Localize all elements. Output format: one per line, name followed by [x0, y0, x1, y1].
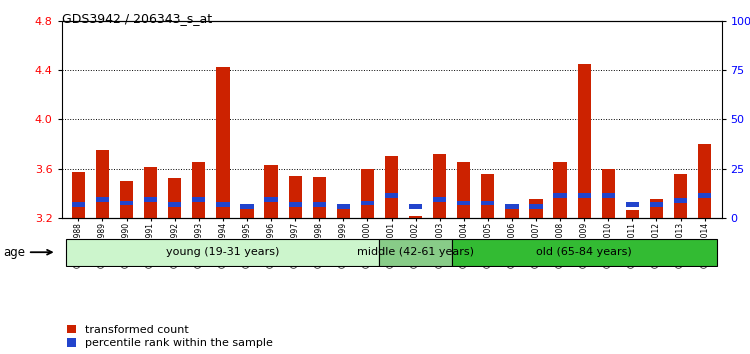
FancyBboxPatch shape [452, 239, 717, 266]
Bar [578, 64, 591, 218]
Bar [602, 169, 615, 218]
Bar [674, 173, 687, 218]
Bar [530, 199, 543, 218]
Bar [240, 208, 254, 218]
Bar [361, 169, 374, 218]
Bar [313, 202, 326, 207]
Bar [409, 217, 422, 218]
Bar [120, 200, 134, 205]
Text: middle (42-61 years): middle (42-61 years) [357, 247, 474, 257]
Bar [698, 144, 711, 218]
Bar [674, 198, 687, 203]
Bar [216, 202, 229, 207]
Bar [289, 176, 302, 218]
Bar [216, 67, 229, 218]
Bar [650, 199, 663, 218]
Bar [626, 202, 639, 207]
Bar [361, 200, 374, 205]
Bar [144, 197, 158, 202]
Bar [530, 204, 543, 209]
Bar [458, 162, 470, 218]
Bar [602, 193, 615, 198]
Bar [96, 150, 109, 218]
Bar [96, 197, 109, 202]
Bar [650, 202, 663, 207]
Bar [72, 172, 85, 218]
Bar [385, 156, 398, 218]
Bar [385, 193, 398, 198]
FancyBboxPatch shape [66, 239, 380, 266]
Bar [458, 200, 470, 205]
Bar [313, 177, 326, 218]
Text: age: age [3, 246, 52, 259]
Bar [698, 193, 711, 198]
Bar [144, 167, 158, 218]
Bar [506, 205, 518, 218]
Bar [72, 202, 85, 207]
Bar [482, 173, 494, 218]
Bar [337, 209, 350, 218]
Bar [240, 204, 254, 209]
Bar [168, 178, 182, 218]
Legend: transformed count, percentile rank within the sample: transformed count, percentile rank withi… [67, 325, 273, 348]
Bar [409, 204, 422, 209]
Text: old (65-84 years): old (65-84 years) [536, 247, 632, 257]
Bar [192, 197, 206, 202]
Bar [433, 197, 446, 202]
Bar [433, 154, 446, 218]
Bar [554, 193, 567, 198]
Bar [265, 165, 278, 218]
Bar [168, 202, 182, 207]
Text: young (19-31 years): young (19-31 years) [166, 247, 280, 257]
FancyBboxPatch shape [380, 239, 452, 266]
Bar [506, 204, 518, 209]
Bar [482, 200, 494, 205]
Bar [192, 162, 206, 218]
Bar [578, 193, 591, 198]
Text: GDS3942 / 206343_s_at: GDS3942 / 206343_s_at [62, 12, 211, 25]
Bar [554, 162, 567, 218]
Bar [265, 197, 278, 202]
Bar [337, 204, 350, 209]
Bar [626, 210, 639, 218]
Bar [289, 202, 302, 207]
Bar [120, 181, 134, 218]
